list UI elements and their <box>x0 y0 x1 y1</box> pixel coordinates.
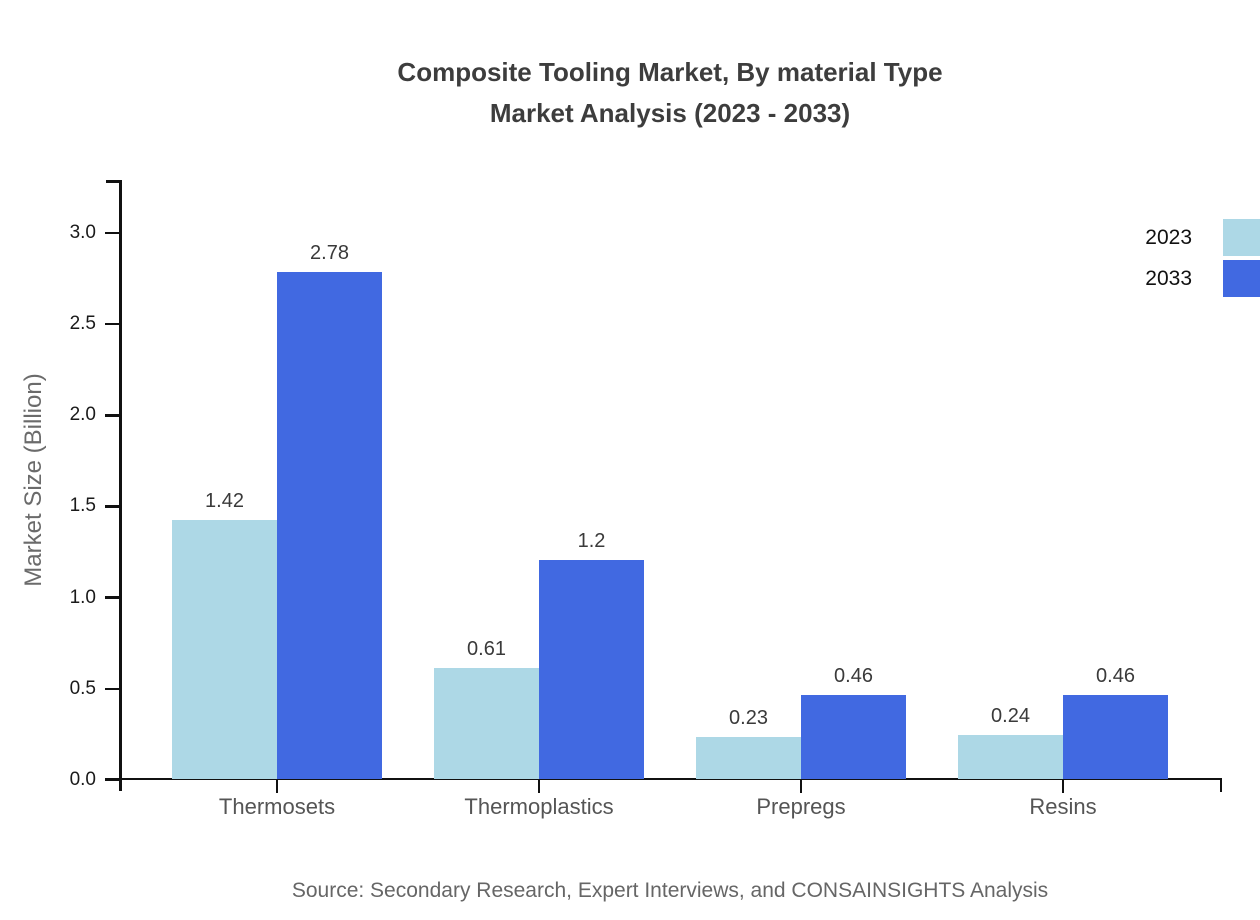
x-tick <box>1061 780 1065 793</box>
plot-area: 0.0 0.5 1.0 1.5 2.0 2.5 3.0 Thermosets 1.42 2.78 T… <box>70 180 1222 819</box>
y-tick-label: 0.5 <box>69 677 96 699</box>
source-attribution: Source: Secondary Research, Expert Inter… <box>291 879 1049 902</box>
value-label-2033-thermosets: 2.78 <box>310 242 349 265</box>
y-tick-label: 2.5 <box>69 313 96 335</box>
legend-swatch-2033 <box>1223 260 1260 297</box>
y-tick <box>105 687 119 691</box>
y-tick-label: 0.0 <box>69 769 96 790</box>
bar-2023-resins <box>958 735 1063 779</box>
y-tick <box>105 596 119 599</box>
value-label-2033-thermoplastics: 1.2 <box>577 530 606 553</box>
bar-2023-thermosets <box>172 520 277 779</box>
x-tick <box>537 780 541 793</box>
value-label-2023-thermosets: 1.42 <box>205 490 244 513</box>
y-axis-top-cap <box>106 180 119 183</box>
category-label: Resins <box>1029 794 1097 819</box>
y-tick <box>105 414 119 417</box>
y-tick-label: 1.5 <box>69 495 96 517</box>
y-tick <box>105 231 119 235</box>
value-label-2023-prepregs: 0.23 <box>729 707 768 730</box>
chart-title-line1: Composite Tooling Market, By material Ty… <box>397 57 943 87</box>
bar-2033-thermosets <box>277 272 382 779</box>
chart-title-line2: Market Analysis (2023 - 2033) <box>489 98 851 128</box>
category-label: Prepregs <box>756 794 846 819</box>
category-label: Thermosets <box>218 794 336 819</box>
value-label-2023-thermoplastics: 0.61 <box>467 637 506 660</box>
x-tick <box>799 780 803 793</box>
bar-2033-thermoplastics <box>539 560 644 779</box>
y-tick <box>105 778 119 782</box>
bar-2033-resins <box>1063 695 1168 779</box>
y-axis-line <box>119 180 122 791</box>
legend-label-2023: 2023 <box>1145 226 1192 249</box>
x-tick <box>275 780 279 793</box>
value-label-2023-resins: 0.24 <box>991 705 1030 728</box>
category-label: Thermoplastics <box>464 794 614 819</box>
bar-2023-prepregs <box>696 737 801 779</box>
y-tick <box>105 505 119 508</box>
x-axis-end-tick <box>1219 780 1222 792</box>
legend-label-2033: 2033 <box>1145 267 1192 290</box>
chart-title: Composite Tooling Market, By material Ty… <box>80 52 1260 134</box>
y-tick-label: 3.0 <box>69 221 96 243</box>
x-axis-line <box>105 777 1222 780</box>
value-label-2033-resins: 0.46 <box>1096 665 1135 688</box>
y-tick <box>105 322 119 326</box>
value-label-2033-prepregs: 0.46 <box>834 665 873 688</box>
y-tick-label: 2.0 <box>69 404 96 426</box>
y-tick-label: 1.0 <box>69 586 96 608</box>
bar-2033-prepregs <box>801 695 906 779</box>
legend-swatch-2023 <box>1223 219 1260 256</box>
bar-2023-thermoplastics <box>434 667 539 779</box>
